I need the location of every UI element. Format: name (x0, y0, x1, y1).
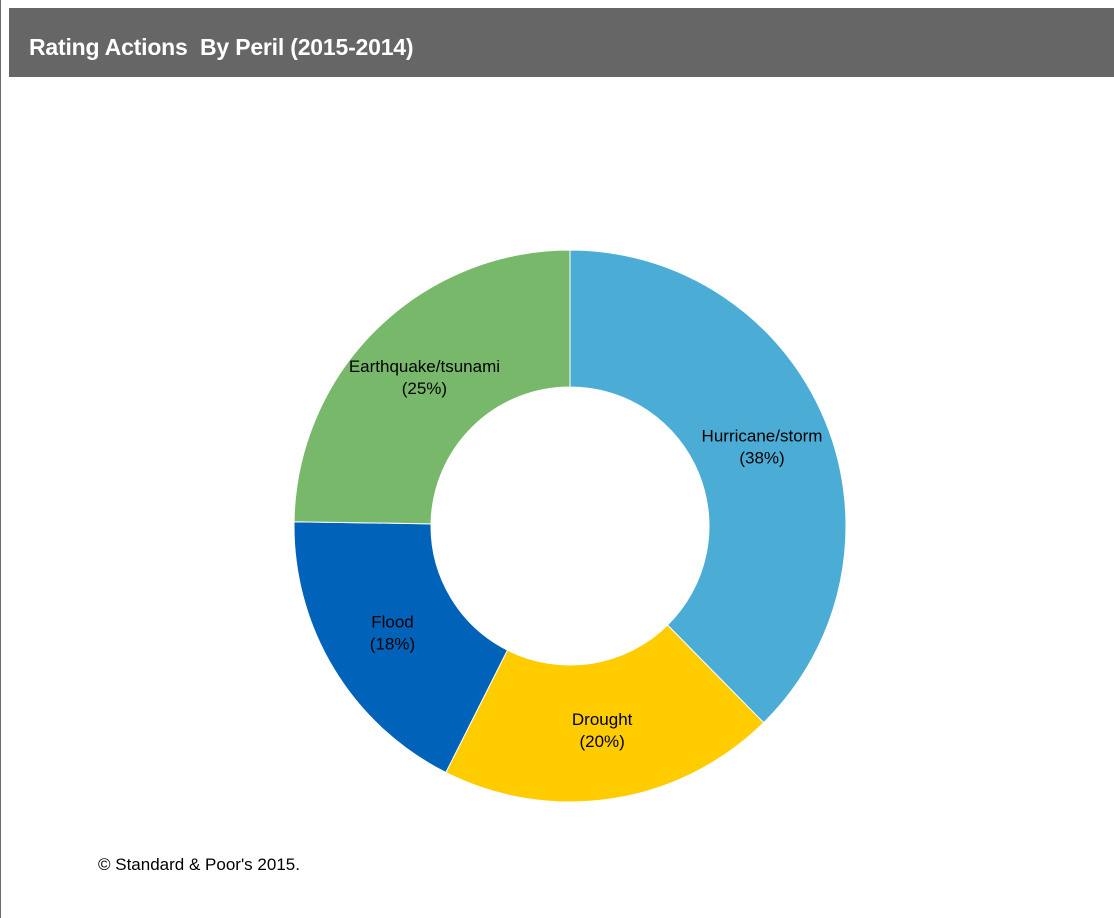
slice-label: Hurricane/storm (702, 426, 823, 445)
slice-value-label: (18%) (370, 634, 415, 653)
chart-title: Rating Actions By Peril (2015-2014) (29, 34, 414, 60)
slice-label: Earthquake/tsunami (349, 357, 500, 376)
copyright-footnote: © Standard & Poor's 2015. (98, 855, 300, 874)
slice-label: Drought (572, 710, 633, 729)
donut-slice-hurricane-storm (569, 249, 847, 724)
slice-value-label: (25%) (402, 379, 447, 398)
slice-value-label: (38%) (739, 448, 784, 467)
slice-value-label: (20%) (579, 732, 624, 751)
slice-label: Flood (371, 612, 414, 631)
donut-slice-flood (293, 521, 509, 774)
chart-header: Rating Actions By Peril (2015-2014) (9, 8, 1114, 77)
donut-slice-earthquake-tsunami (293, 249, 571, 525)
donut-slice-drought (445, 624, 765, 803)
